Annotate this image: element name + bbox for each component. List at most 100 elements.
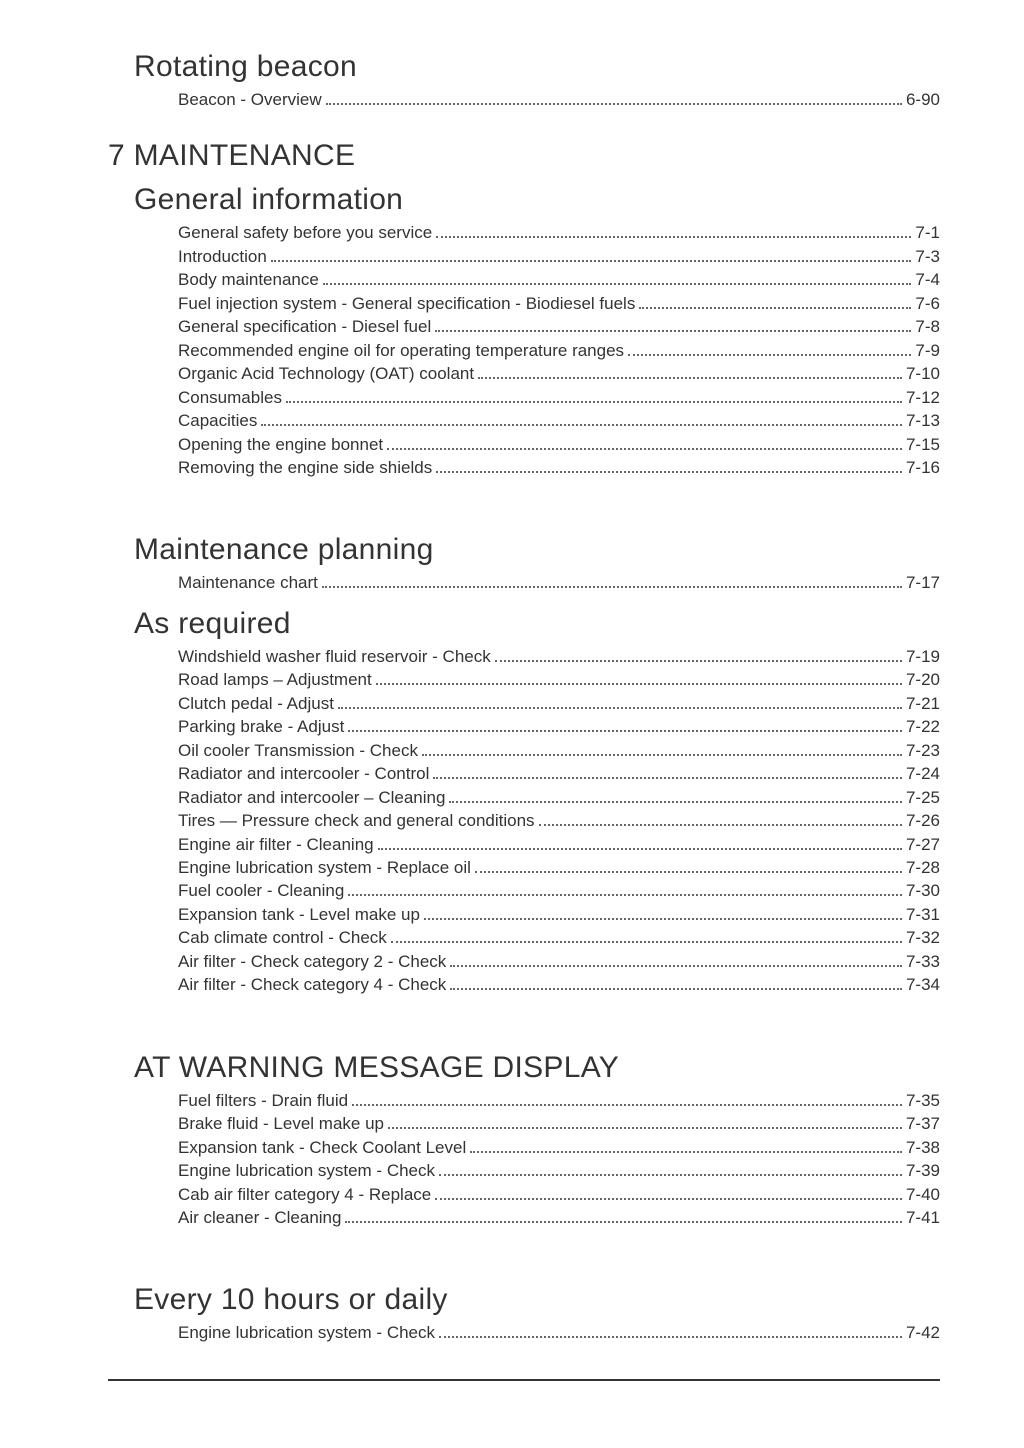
toc-entry-page: 7-30	[906, 879, 940, 902]
dot-leader	[435, 1186, 902, 1200]
spacer	[108, 1257, 940, 1283]
toc-entry-label: Body maintenance	[178, 268, 319, 291]
dot-leader	[376, 672, 902, 686]
toc-entry: Air filter - Check category 2 - Check7-3…	[178, 950, 940, 973]
toc-entry: Expansion tank - Check Coolant Level7-38	[178, 1136, 940, 1159]
section-heading-general-information: General information	[108, 183, 940, 217]
section-heading-warning-message-display: AT WARNING MESSAGE DISPLAY	[108, 1051, 940, 1085]
spacer	[108, 507, 940, 533]
toc-entry-label: Consumables	[178, 386, 282, 409]
toc-entry-label: Clutch pedal - Adjust	[178, 692, 334, 715]
toc-entry-label: Introduction	[178, 245, 267, 268]
toc-entry-page: 7-9	[915, 339, 940, 362]
entries-as-required: Windshield washer fluid reservoir - Chec…	[108, 645, 940, 997]
chapter-heading-maintenance: 7 MAINTENANCE	[108, 139, 940, 173]
toc-entry-label: Brake fluid - Level make up	[178, 1112, 384, 1135]
toc-entry: Brake fluid - Level make up 7-37	[178, 1112, 940, 1135]
entries-every-10-hours: Engine lubrication system - Check7-42	[108, 1321, 940, 1344]
toc-entry: Windshield washer fluid reservoir - Chec…	[178, 645, 940, 668]
toc-entry-page: 7-38	[906, 1136, 940, 1159]
dot-leader	[323, 272, 912, 286]
toc-entry-page: 7-8	[915, 315, 940, 338]
dot-leader	[391, 930, 902, 944]
dot-leader	[352, 1092, 902, 1106]
toc-page: Rotating beacon Beacon - Overview 6-90 7…	[0, 0, 1024, 1421]
toc-entry: Air cleaner - Cleaning7-41	[178, 1206, 940, 1229]
toc-entry: Parking brake - Adjust7-22	[178, 715, 940, 738]
toc-entry: Engine lubrication system - Check7-39	[178, 1159, 940, 1182]
dot-leader	[261, 412, 902, 426]
dot-leader	[326, 91, 902, 105]
dot-leader	[378, 836, 902, 850]
toc-entry: Tires — Pressure check and general condi…	[178, 809, 940, 832]
toc-entry-page: 7-10	[906, 362, 940, 385]
entries-rotating-beacon: Beacon - Overview 6-90	[108, 88, 940, 111]
dot-leader	[639, 295, 911, 309]
toc-entry: Fuel cooler - Cleaning 7-30	[178, 879, 940, 902]
entries-warning-message-display: Fuel filters - Drain fluid7-35 Brake flu…	[108, 1089, 940, 1230]
toc-entry-page: 7-6	[915, 292, 940, 315]
toc-entry-page: 6-90	[906, 88, 940, 111]
toc-entry-page: 7-23	[906, 739, 940, 762]
toc-entry-page: 7-31	[906, 903, 940, 926]
toc-entry: Road lamps – Adjustment7-20	[178, 668, 940, 691]
dot-leader	[424, 906, 902, 920]
toc-entry-label: Windshield washer fluid reservoir - Chec…	[178, 645, 491, 668]
toc-entry: Maintenance chart7-17	[178, 571, 940, 594]
toc-entry: Recommended engine oil for operating tem…	[178, 339, 940, 362]
dot-leader	[478, 366, 902, 380]
toc-entry-page: 7-12	[906, 386, 940, 409]
toc-entry: Opening the engine bonnet 7-15	[178, 433, 940, 456]
dot-leader	[436, 459, 902, 473]
toc-entry-label: Radiator and intercooler – Cleaning	[178, 786, 445, 809]
toc-entry: Radiator and intercooler - Control7-24	[178, 762, 940, 785]
dot-leader	[422, 742, 902, 756]
dot-leader	[271, 248, 912, 262]
dot-leader	[435, 319, 911, 333]
entries-maintenance-planning: Maintenance chart7-17	[108, 571, 940, 594]
toc-entry-page: 7-24	[906, 762, 940, 785]
toc-entry-page: 7-35	[906, 1089, 940, 1112]
toc-entry-page: 7-37	[906, 1112, 940, 1135]
dot-leader	[470, 1139, 902, 1153]
toc-entry-page: 7-3	[915, 245, 940, 268]
toc-entry-label: Cab air filter category 4 - Replace	[178, 1183, 431, 1206]
toc-entry-label: Fuel cooler - Cleaning	[178, 879, 344, 902]
dot-leader	[433, 766, 902, 780]
toc-entry-label: General safety before you service	[178, 221, 432, 244]
toc-entry: Organic Acid Technology (OAT) coolant 7-1…	[178, 362, 940, 385]
toc-entry-label: Air cleaner - Cleaning	[178, 1206, 341, 1229]
toc-entry-label: Opening the engine bonnet	[178, 433, 383, 456]
dot-leader	[475, 859, 902, 873]
toc-entry-label: Air filter - Check category 2 - Check	[178, 950, 446, 973]
toc-entry-label: Recommended engine oil for operating tem…	[178, 339, 624, 362]
toc-entry-page: 7-32	[906, 926, 940, 949]
toc-entry: Oil cooler Transmission - Check 7-23	[178, 739, 940, 762]
toc-entry: Expansion tank - Level make up 7-31	[178, 903, 940, 926]
toc-entry-label: Oil cooler Transmission - Check	[178, 739, 418, 762]
toc-entry: Radiator and intercooler – Cleaning7-25	[178, 786, 940, 809]
toc-entry-page: 7-42	[906, 1321, 940, 1344]
toc-entry-page: 7-39	[906, 1159, 940, 1182]
toc-entry-page: 7-21	[906, 692, 940, 715]
toc-entry-page: 7-19	[906, 645, 940, 668]
toc-entry: Body maintenance7-4	[178, 268, 940, 291]
toc-entry-page: 7-17	[906, 571, 940, 594]
dot-leader	[439, 1325, 902, 1339]
toc-entry-label: Engine air filter - Cleaning	[178, 833, 374, 856]
toc-entry-label: Organic Acid Technology (OAT) coolant	[178, 362, 474, 385]
toc-entry: Fuel injection system - General specific…	[178, 292, 940, 315]
dot-leader	[388, 1116, 902, 1130]
toc-entry-page: 7-15	[906, 433, 940, 456]
toc-entry-page: 7-22	[906, 715, 940, 738]
dot-leader	[450, 977, 902, 991]
toc-entry-page: 7-34	[906, 973, 940, 996]
dot-leader	[286, 389, 902, 403]
toc-entry: General specification - Diesel fuel7-8	[178, 315, 940, 338]
toc-entry: Clutch pedal - Adjust 7-21	[178, 692, 940, 715]
toc-entry: Consumables 7-12	[178, 386, 940, 409]
toc-entry-label: Expansion tank - Level make up	[178, 903, 420, 926]
toc-entry-label: Road lamps – Adjustment	[178, 668, 372, 691]
dot-leader	[628, 342, 911, 356]
toc-entry-page: 7-27	[906, 833, 940, 856]
